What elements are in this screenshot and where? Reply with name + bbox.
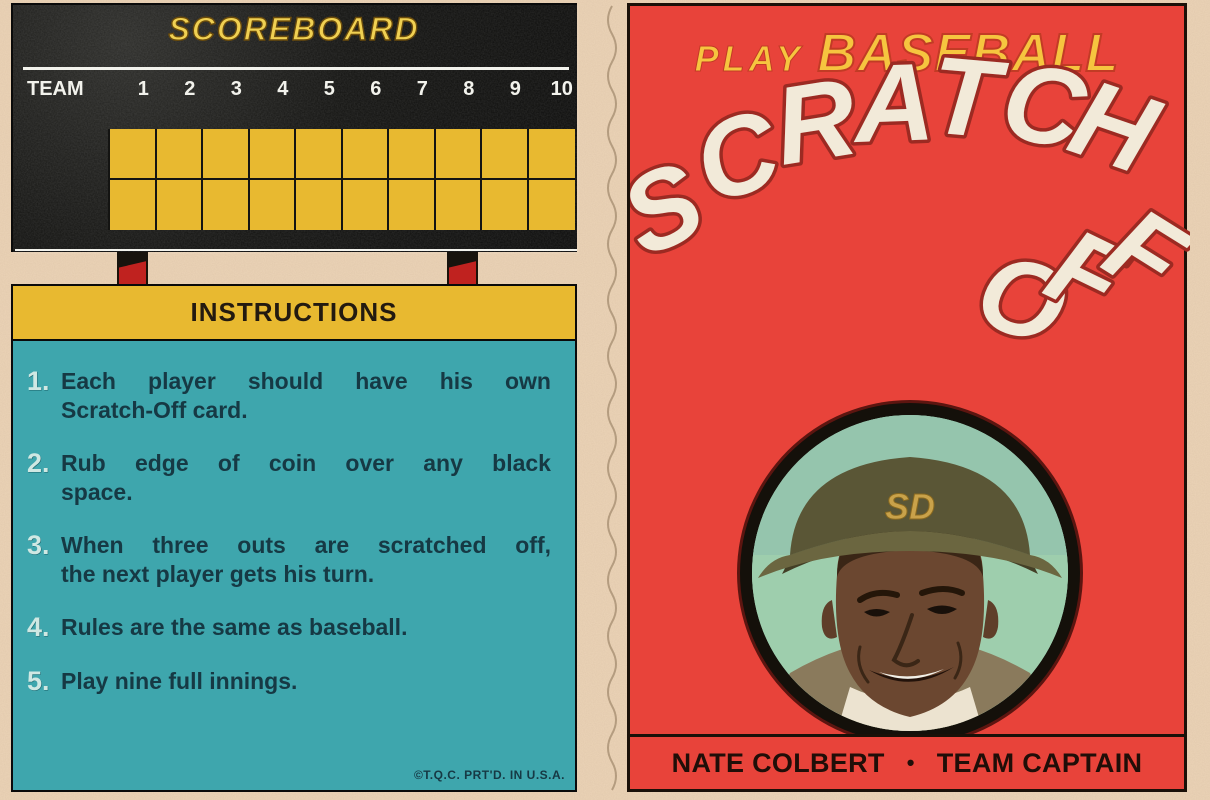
svg-text:SD: SD — [885, 486, 935, 527]
svg-text:A: A — [850, 40, 937, 166]
